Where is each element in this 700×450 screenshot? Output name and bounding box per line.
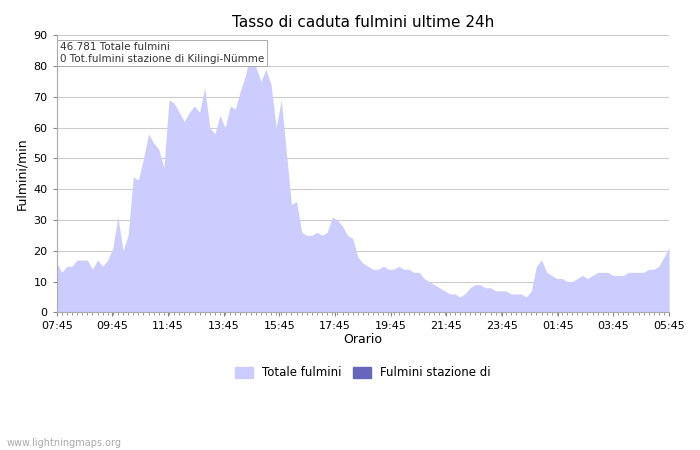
Legend: Totale fulmini, Fulmini stazione di: Totale fulmini, Fulmini stazione di [230,362,496,384]
Title: Tasso di caduta fulmini ultime 24h: Tasso di caduta fulmini ultime 24h [232,15,494,30]
X-axis label: Orario: Orario [344,333,382,346]
Y-axis label: Fulmini/min: Fulmini/min [15,138,28,210]
Text: www.lightningmaps.org: www.lightningmaps.org [7,438,122,448]
Text: 46.781 Totale fulmini
0 Tot.fulmini stazione di Kilingi-Nümme: 46.781 Totale fulmini 0 Tot.fulmini staz… [60,42,264,64]
